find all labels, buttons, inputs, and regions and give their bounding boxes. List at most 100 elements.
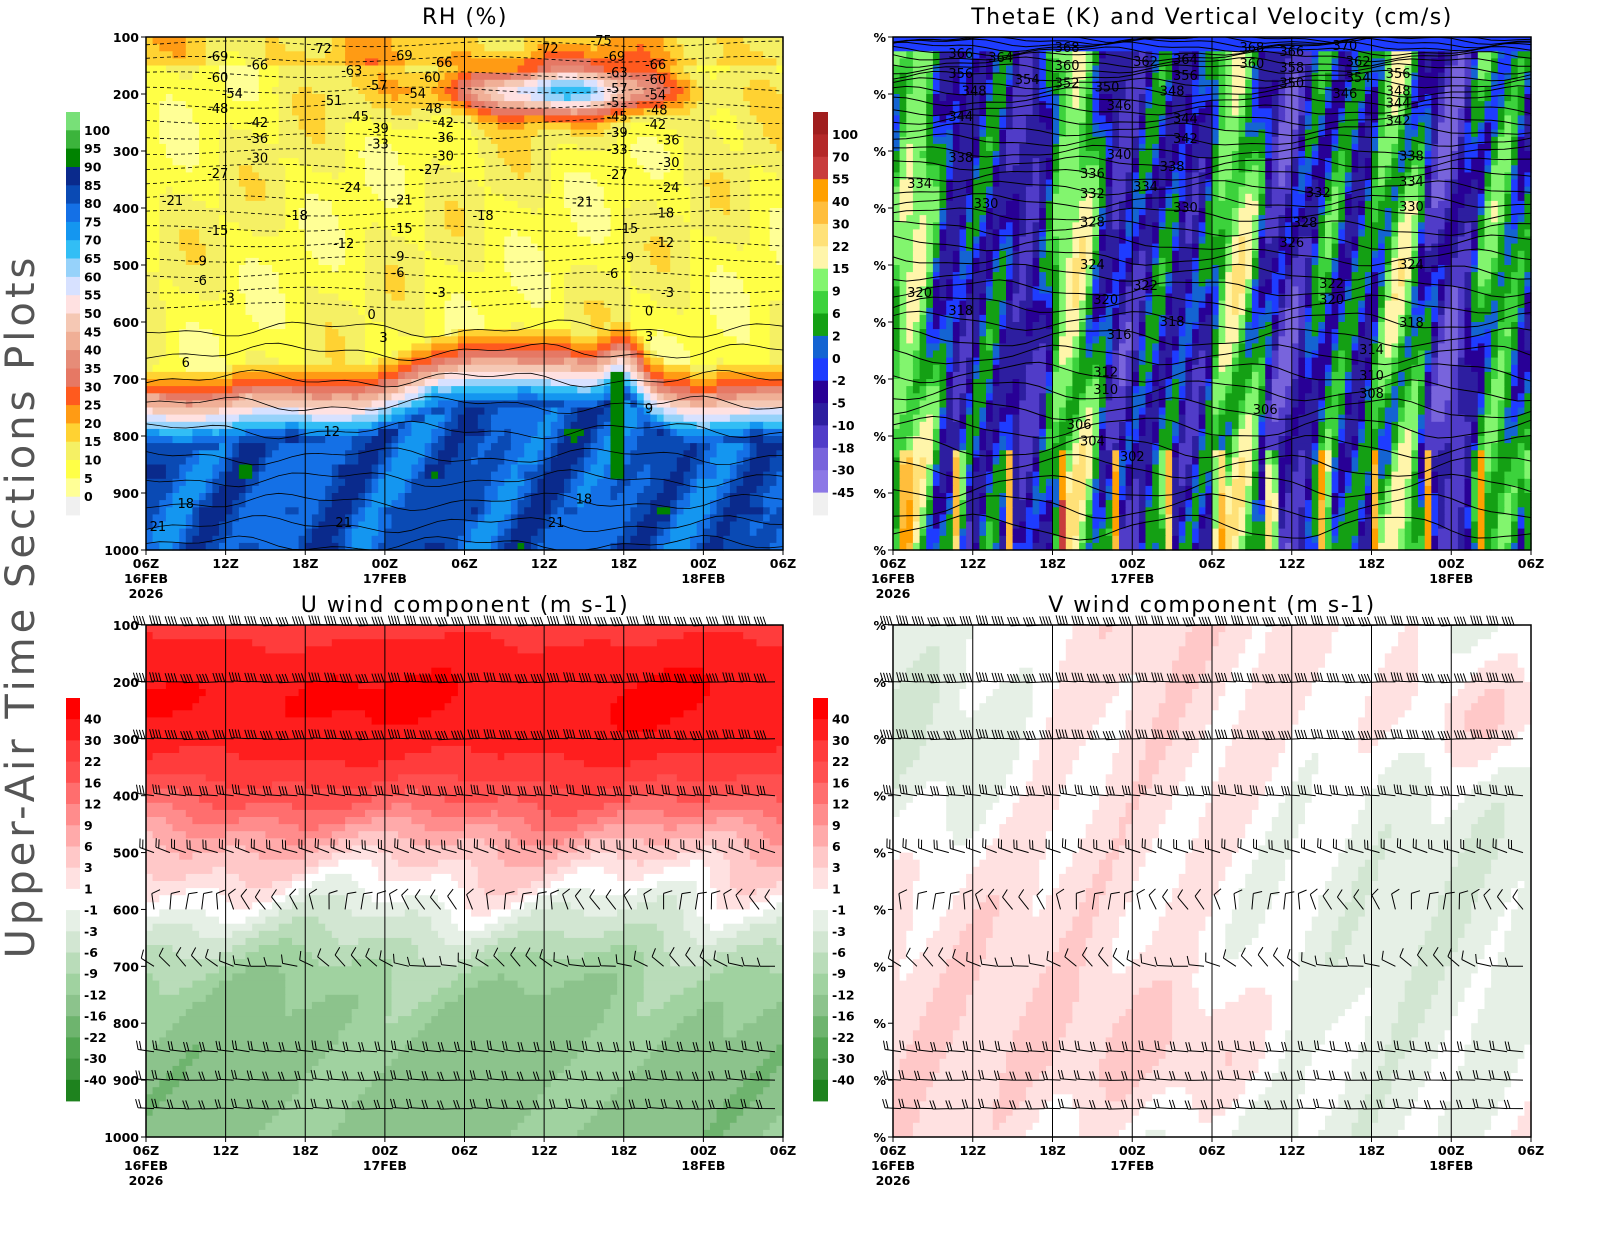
field-cell [1471,279,1479,287]
field-cell [404,179,426,188]
field-cell [457,542,466,551]
field-cell [710,514,724,523]
field-cell [683,215,691,223]
field-cell [1431,58,1446,67]
field-cell [1152,293,1167,302]
field-cell [1192,336,1200,344]
field-cell [1391,250,1399,259]
field-cell [1511,165,1519,173]
field-cell [676,500,691,508]
field-cell [1285,165,1293,173]
field-cell [451,457,472,466]
field-cell [570,215,612,223]
field-cell [952,336,960,344]
field-cell [1398,136,1406,145]
field-cell [564,314,592,323]
field-cell [926,129,934,138]
field-cell [1265,208,1286,216]
field-cell [311,165,346,173]
field-cell [946,215,961,223]
field-cell [1504,51,1512,59]
field-cell [1504,250,1512,259]
field-cell [152,528,180,537]
field-cell [670,72,678,81]
field-cell [1331,265,1339,273]
field-cell [245,393,253,401]
field-cell [1152,300,1167,309]
field-cell [1198,108,1213,116]
field-cell [391,108,412,116]
field-cell [1291,129,1299,138]
field-cell [912,179,934,188]
field-cell [906,129,927,138]
field-cell [1411,307,1426,316]
field-cell [939,200,947,209]
field-cell [1265,151,1273,159]
field-cell [457,343,572,352]
field-cell [424,186,485,195]
field-cell [351,528,379,537]
field-cell [1311,79,1319,88]
field-cell [656,507,671,515]
field-cell [431,158,439,166]
field-cell [1138,229,1153,238]
field-cell [986,72,994,81]
field-cell [477,122,499,131]
field-cell [1471,108,1486,116]
field-cell [630,322,718,330]
field-cell [185,514,193,523]
field-cell [245,193,266,202]
field-cell [610,485,625,494]
field-cell [431,115,452,124]
field-cell [1491,86,1505,95]
field-cell [946,279,954,287]
field-cell [1145,322,1160,330]
field-cell [630,279,691,287]
field-cell [979,129,987,138]
field-cell [690,186,711,195]
field-cell [205,414,240,423]
field-cell [1418,58,1426,67]
field-cell [1431,272,1446,280]
field-cell [1378,272,1386,280]
field-cell [1398,208,1406,216]
field-cell [603,371,611,380]
field-cell [146,407,154,416]
field-cell [603,79,618,88]
field-cell [544,521,552,530]
field-cell [1072,65,1087,74]
field-cell [391,457,419,466]
field-cell [1384,250,1392,259]
field-cell [979,143,987,152]
field-cell [298,215,339,223]
field-cell [152,521,160,530]
field-cell [1358,314,1366,323]
field-cell [899,165,907,173]
field-cell [1511,329,1519,337]
field-cell [444,300,472,309]
field-cell [146,115,160,124]
field-cell [1006,200,1020,209]
field-cell [1484,208,1492,216]
field-cell [484,257,505,266]
field-cell [564,485,572,494]
field-cell [199,457,220,466]
field-cell [1152,222,1160,230]
field-cell [1145,129,1160,138]
field-cell [1338,151,1346,159]
field-cell [1331,79,1346,88]
field-cell [1238,307,1246,316]
field-cell [1099,272,1113,280]
field-cell [285,200,306,209]
field-cell [1085,336,1093,344]
field-cell [1411,86,1419,95]
field-cell [1298,293,1306,302]
field-cell [258,65,280,74]
field-cell [1185,322,1193,330]
field-cell [471,357,519,366]
rh-panel-title: RH (%) [422,5,508,30]
field-cell [893,179,901,188]
field-cell [1218,293,1226,302]
field-cell [656,86,671,95]
field-cell [345,542,353,551]
